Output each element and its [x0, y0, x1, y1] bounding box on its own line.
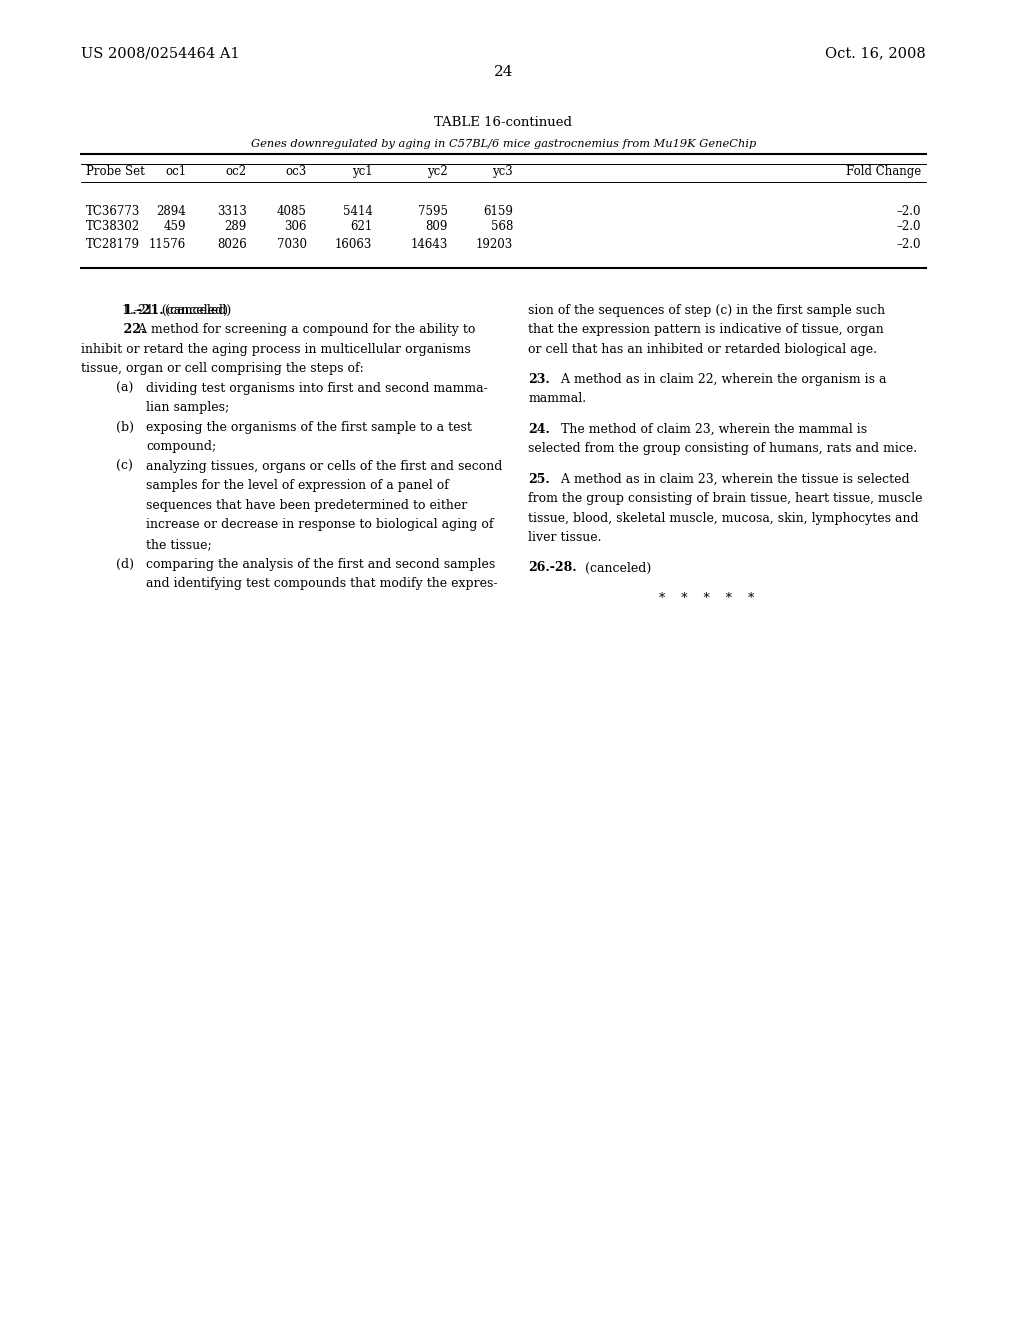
Text: (b): (b) [116, 421, 134, 434]
Text: –2.0: –2.0 [896, 238, 921, 251]
Text: The method of claim 23, wherein the mammal is: The method of claim 23, wherein the mamm… [557, 422, 866, 436]
Text: yc2: yc2 [427, 165, 447, 178]
Text: 289: 289 [224, 220, 247, 234]
Text: samples for the level of expression of a panel of: samples for the level of expression of a… [146, 479, 449, 492]
Text: from the group consisting of brain tissue, heart tissue, muscle: from the group consisting of brain tissu… [528, 492, 923, 506]
Text: 7595: 7595 [418, 205, 447, 218]
Text: TABLE 16-continued: TABLE 16-continued [434, 116, 572, 129]
Text: the tissue;: the tissue; [146, 539, 212, 550]
Text: compound;: compound; [146, 441, 216, 453]
Text: 1.-21.: 1.-21. [105, 304, 163, 317]
Text: (canceled): (canceled) [161, 304, 231, 317]
Text: inhibit or retard the aging process in multicellular organisms: inhibit or retard the aging process in m… [81, 343, 470, 355]
Text: 24: 24 [494, 65, 513, 79]
Text: or cell that has an inhibited or retarded biological age.: or cell that has an inhibited or retarde… [528, 343, 878, 355]
Text: 24.: 24. [528, 422, 550, 436]
Text: and identifying test compounds that modify the expres-: and identifying test compounds that modi… [146, 577, 498, 590]
Text: A method as in claim 23, wherein the tissue is selected: A method as in claim 23, wherein the tis… [557, 473, 909, 486]
Text: 4085: 4085 [278, 205, 307, 218]
Text: 809: 809 [426, 220, 447, 234]
Text: 7030: 7030 [276, 238, 307, 251]
Text: 14643: 14643 [411, 238, 447, 251]
Text: (c): (c) [116, 459, 133, 473]
Text: 568: 568 [490, 220, 513, 234]
Text: Oct. 16, 2008: Oct. 16, 2008 [825, 46, 926, 61]
Text: 3313: 3313 [217, 205, 247, 218]
Text: A method for screening a compound for the ability to: A method for screening a compound for th… [134, 323, 475, 337]
Text: 621: 621 [350, 220, 373, 234]
Text: TC38302: TC38302 [86, 220, 139, 234]
Text: yc1: yc1 [352, 165, 373, 178]
Text: Genes downregulated by aging in C57BL/6 mice gastrocnemius from Mu19K GeneChip: Genes downregulated by aging in C57BL/6 … [251, 139, 756, 149]
Text: lian samples;: lian samples; [146, 401, 229, 414]
Text: comparing the analysis of the first and second samples: comparing the analysis of the first and … [146, 557, 496, 570]
Text: sion of the sequences of step (c) in the first sample such: sion of the sequences of step (c) in the… [528, 304, 886, 317]
Text: 1.-21. (canceled): 1.-21. (canceled) [105, 304, 227, 317]
Text: 19203: 19203 [476, 238, 513, 251]
Text: 25.: 25. [528, 473, 550, 486]
Text: selected from the group consisting of humans, rats and mice.: selected from the group consisting of hu… [528, 442, 918, 455]
Text: oc3: oc3 [286, 165, 307, 178]
Text: 5414: 5414 [342, 205, 373, 218]
Text: oc2: oc2 [225, 165, 247, 178]
Text: 23.: 23. [528, 374, 550, 385]
Text: exposing the organisms of the first sample to a test: exposing the organisms of the first samp… [146, 421, 472, 434]
Text: 2894: 2894 [157, 205, 186, 218]
Text: –2.0: –2.0 [896, 205, 921, 218]
Text: tissue, blood, skeletal muscle, mucosa, skin, lymphocytes and: tissue, blood, skeletal muscle, mucosa, … [528, 512, 919, 524]
Text: (canceled): (canceled) [581, 561, 651, 574]
Text: Fold Change: Fold Change [846, 165, 921, 178]
Text: 11576: 11576 [148, 238, 186, 251]
Text: 459: 459 [164, 220, 186, 234]
Text: 16063: 16063 [335, 238, 373, 251]
Text: oc1: oc1 [165, 165, 186, 178]
Text: yc3: yc3 [493, 165, 513, 178]
Text: US 2008/0254464 A1: US 2008/0254464 A1 [81, 46, 240, 61]
Text: liver tissue.: liver tissue. [528, 531, 602, 544]
Text: (d): (d) [116, 557, 134, 570]
Text: (a): (a) [116, 381, 133, 395]
Text: 6159: 6159 [483, 205, 513, 218]
Text: Probe Set: Probe Set [86, 165, 144, 178]
Text: dividing test organisms into first and second mamma-: dividing test organisms into first and s… [146, 381, 487, 395]
Text: that the expression pattern is indicative of tissue, organ: that the expression pattern is indicativ… [528, 323, 884, 337]
Text: 306: 306 [285, 220, 307, 234]
Text: –2.0: –2.0 [896, 220, 921, 234]
Text: analyzing tissues, organs or cells of the first and second: analyzing tissues, organs or cells of th… [146, 459, 503, 473]
Text: 8026: 8026 [217, 238, 247, 251]
Text: TC28179: TC28179 [86, 238, 139, 251]
Text: A method as in claim 22, wherein the organism is a: A method as in claim 22, wherein the org… [557, 374, 886, 385]
Text: increase or decrease in response to biological aging of: increase or decrease in response to biol… [146, 519, 494, 532]
Text: mammal.: mammal. [528, 392, 587, 405]
Text: 26.-28.: 26.-28. [528, 561, 577, 574]
Text: tissue, organ or cell comprising the steps of:: tissue, organ or cell comprising the ste… [81, 362, 364, 375]
Text: TC36773: TC36773 [86, 205, 140, 218]
Text: *    *    *    *    *: * * * * * [659, 591, 755, 605]
Text: 22.: 22. [105, 323, 145, 337]
Text: sequences that have been predetermined to either: sequences that have been predetermined t… [146, 499, 467, 512]
